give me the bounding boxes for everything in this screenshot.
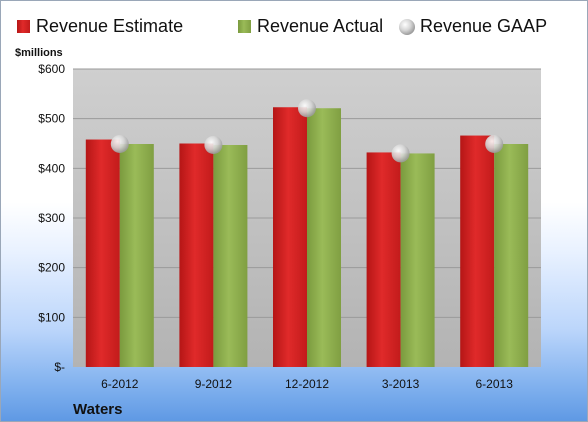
- bars: [85, 107, 529, 368]
- company-label: Waters: [73, 401, 122, 418]
- y-tick-label: $400: [38, 161, 65, 175]
- bar-revenue-estimate[interactable]: [85, 139, 120, 367]
- marker-revenue-gaap[interactable]: [298, 99, 316, 118]
- bar-revenue-actual[interactable]: [307, 108, 341, 367]
- x-tick-label: 6-2013: [476, 377, 514, 391]
- legend-item-estimate[interactable]: Revenue Estimate: [17, 16, 183, 36]
- bar-revenue-estimate[interactable]: [366, 152, 401, 367]
- y-tick-label: $100: [38, 310, 65, 324]
- legend-label-gaap: Revenue GAAP: [420, 16, 547, 36]
- legend-label-actual: Revenue Actual: [257, 16, 383, 36]
- bar-revenue-actual[interactable]: [213, 144, 248, 367]
- y-tick-label: $600: [38, 62, 65, 76]
- marker-revenue-gaap[interactable]: [391, 144, 410, 163]
- bar-revenue-actual[interactable]: [119, 143, 154, 367]
- legend-label-estimate: Revenue Estimate: [36, 16, 183, 36]
- y-tick-label: $300: [38, 211, 65, 225]
- x-tick-label: 9-2012: [195, 377, 233, 391]
- bar-revenue-actual[interactable]: [400, 153, 435, 367]
- x-tick-label: 12-2012: [285, 377, 329, 391]
- x-axis-ticks: 6-2012 9-2012 12-2012 3-2013 6-2013: [101, 377, 513, 391]
- x-tick-label: 3-2013: [382, 377, 420, 391]
- x-tick-label: 6-2012: [101, 377, 139, 391]
- bar-revenue-estimate[interactable]: [460, 135, 495, 367]
- y-axis-ticks: $- $100 $200 $300 $400 $500 $600: [38, 62, 65, 374]
- y-tick-label: $-: [54, 360, 65, 374]
- marker-revenue-gaap[interactable]: [110, 134, 129, 153]
- legend-swatch-estimate: [17, 20, 30, 33]
- gaap-markers: [110, 99, 504, 163]
- legend-item-actual[interactable]: Revenue Actual: [238, 16, 383, 36]
- y-tick-label: $200: [38, 261, 65, 275]
- y-tick-label: $500: [38, 112, 65, 126]
- bar-revenue-actual[interactable]: [494, 143, 529, 367]
- marker-revenue-gaap[interactable]: [485, 134, 504, 153]
- legend-marker-gaap: [399, 19, 415, 35]
- y-axis-unit-label: $millions: [15, 47, 63, 59]
- bar-revenue-estimate[interactable]: [273, 107, 307, 367]
- legend: Revenue Estimate Revenue Actual Revenue …: [17, 16, 547, 36]
- legend-swatch-actual: [238, 20, 251, 33]
- marker-revenue-gaap[interactable]: [204, 135, 223, 154]
- bar-revenue-estimate[interactable]: [179, 143, 214, 368]
- legend-item-gaap[interactable]: Revenue GAAP: [399, 16, 547, 36]
